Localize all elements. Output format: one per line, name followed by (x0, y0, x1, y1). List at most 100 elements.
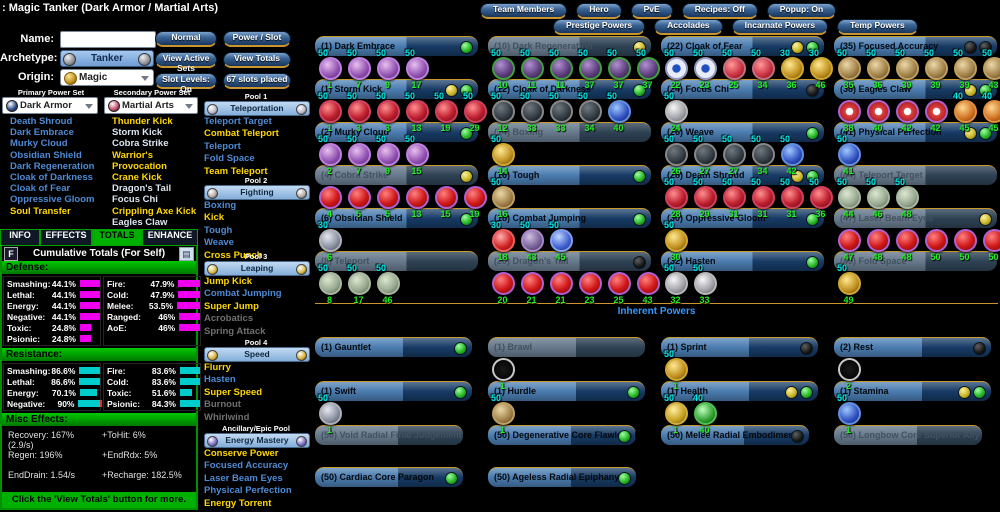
enhancement-icon-red[interactable] (694, 186, 717, 209)
enhancement-icon-red[interactable] (348, 100, 371, 123)
power-bar[interactable]: (50) Cardiac Core Paragon (315, 467, 463, 487)
pool-orb-icon[interactable] (296, 436, 307, 447)
pool-dropdown-leaping[interactable]: Leaping (204, 261, 310, 276)
enhancement-icon-blue[interactable] (608, 100, 631, 123)
enhancement-icon-steel[interactable] (319, 229, 342, 252)
power-bar[interactable]: (50) Void Radial Final Judgement (315, 425, 463, 445)
enhancement-icon-dark[interactable] (694, 143, 717, 166)
enhancement-icon-dark[interactable] (752, 143, 775, 166)
enhancement-icon-dkgreen[interactable] (492, 57, 515, 80)
powerset-item-thunder-kick[interactable]: Thunder Kick (112, 116, 173, 127)
enhancement-icon-gold[interactable] (665, 358, 688, 381)
top-button-recipes-off[interactable]: Recipes: Off (681, 3, 758, 19)
power-bar[interactable]: (4) Cobra Strike (315, 165, 478, 185)
pool-orb-icon[interactable] (207, 350, 218, 361)
enhancement-icon-star[interactable] (665, 402, 688, 425)
enhancement-icon-gold[interactable] (665, 229, 688, 252)
enhancement-icon-tan[interactable] (492, 402, 515, 425)
power-bar[interactable]: (50) Longbow Core Superior Ally (834, 425, 982, 445)
enhancement-icon-tan[interactable] (838, 57, 861, 80)
power-bar[interactable]: (30) Oppressive Gloom (661, 208, 824, 228)
power-bar[interactable]: (20) Dragon's Tail (488, 251, 651, 271)
powerset-item-dragon-s-tail[interactable]: Dragon's Tail (112, 183, 172, 195)
powerset-item-crippling-axe-kick[interactable]: Crippling Axe Kick (112, 205, 197, 217)
power-bar[interactable]: (18) Combat Jumping (488, 208, 651, 228)
pool-item-conserve-power[interactable]: Conserve Power (204, 448, 279, 459)
button-67-slots-placed[interactable]: 67 slots placed (223, 73, 291, 89)
enhancement-icon-orange[interactable] (954, 100, 977, 123)
pool-orb-icon[interactable] (296, 188, 307, 199)
tab-effects[interactable]: EFFECTS (40, 229, 92, 246)
enhancement-icon-dkgreen[interactable] (579, 57, 602, 80)
enhancement-icon-clock[interactable] (665, 100, 688, 123)
archetype-prev-button[interactable] (63, 53, 76, 66)
enhancement-icon-red[interactable] (464, 100, 487, 123)
enhancement-icon-dark[interactable] (665, 143, 688, 166)
pool-item-burnout[interactable]: Burnout (204, 399, 241, 411)
powerset-item-focus-chi[interactable]: Focus Chi (112, 194, 158, 206)
power-bar[interactable]: (35) Focused Accuracy (834, 36, 997, 56)
powerset-item-warrior-s-provocation[interactable]: Warrior's Provocation (112, 149, 167, 172)
pool-dropdown-teleportation[interactable]: Teleportation (204, 101, 310, 116)
enhancement-icon-mouth[interactable] (752, 57, 775, 80)
enhancement-icon-purple[interactable] (348, 57, 371, 80)
tab-enhance[interactable]: ENHANCE (142, 229, 198, 246)
enhancement-icon-red[interactable] (723, 186, 746, 209)
pool-item-tough[interactable]: Tough (204, 224, 233, 236)
enhancement-icon-dark[interactable] (492, 100, 515, 123)
pool-item-energy-torrent[interactable]: Energy Torrent (204, 497, 272, 509)
top-button-popup-on[interactable]: Popup: On (766, 3, 837, 19)
pool-orb-icon[interactable] (296, 350, 307, 361)
secondary-powerset-dropdown[interactable]: Martial Arts (104, 97, 198, 114)
pool-item-focused-accuracy[interactable]: Focused Accuracy (204, 460, 289, 472)
enhancement-icon-purple[interactable] (406, 57, 429, 80)
pool-orb-icon[interactable] (207, 264, 218, 275)
enhancement-icon-redp[interactable] (550, 272, 573, 295)
enhancement-icon-red[interactable] (319, 100, 342, 123)
power-bar[interactable]: (49) Fold Space (834, 251, 997, 271)
enhancement-icon-redp[interactable] (637, 272, 660, 295)
enhancement-icon-redp[interactable] (838, 229, 861, 252)
enhancement-icon-sage[interactable] (348, 272, 371, 295)
enhancement-icon-green[interactable] (694, 402, 717, 425)
pool-item-fold-space[interactable]: Fold Space (204, 153, 255, 165)
enhancement-icon-blue[interactable] (781, 143, 804, 166)
powerset-item-death-shroud[interactable]: Death Shroud (10, 116, 73, 127)
enhancement-icon-red[interactable] (781, 186, 804, 209)
power-bar[interactable]: (1) Health (661, 381, 818, 401)
tab-totals[interactable]: TOTALS (92, 229, 142, 246)
power-bar[interactable]: (1) Hurdle (488, 381, 645, 401)
powerset-item-obsidian-shield[interactable]: Obsidian Shield (10, 149, 82, 161)
power-bar[interactable]: (50) Melee Radial Embodiment (661, 425, 809, 445)
enhancement-icon-redp[interactable] (867, 229, 890, 252)
power-bar[interactable]: (8) Teleport (315, 251, 478, 271)
power-bar[interactable]: (14) Boxing (488, 122, 651, 142)
origin-select[interactable]: Magic (60, 69, 154, 86)
enhancement-icon-clock[interactable] (694, 272, 717, 295)
power-bar[interactable]: (12) Cloak of Darkness (488, 79, 651, 99)
power-bar[interactable]: (50) Degenerative Core Flawless Interf (488, 425, 636, 445)
enhancement-icon-redp[interactable] (348, 186, 371, 209)
powerset-item-dark-embrace[interactable]: Dark Embrace (10, 127, 74, 139)
enhancement-icon-redp[interactable] (406, 186, 429, 209)
enhancement-icon-redp[interactable] (608, 272, 631, 295)
pool-item-flurry[interactable]: Flurry (204, 362, 231, 373)
pool-item-teleport[interactable]: Teleport (204, 140, 241, 152)
enhancement-icon-redp[interactable] (377, 186, 400, 209)
enhancement-icon-purple[interactable] (377, 57, 400, 80)
pool-dropdown-energy-mastery[interactable]: Energy Mastery (204, 433, 310, 448)
power-bar[interactable]: (28) Death Shroud (661, 165, 824, 185)
enhancement-icon-redp[interactable] (925, 229, 948, 252)
pool-item-weave[interactable]: Weave (204, 237, 234, 249)
pool-orb-icon[interactable] (207, 436, 218, 447)
enhancement-icon-redp[interactable] (435, 186, 458, 209)
pool-item-physical-perfection[interactable]: Physical Perfection (204, 485, 292, 497)
power-bar[interactable]: (1) Swift (315, 381, 472, 401)
enhancement-icon-hecat[interactable] (925, 100, 948, 123)
enhancement-icon-bluedice[interactable] (550, 229, 573, 252)
enhancement-icon-hecat[interactable] (867, 100, 890, 123)
enhancement-icon-dkgreen[interactable] (637, 57, 660, 80)
pool-orb-icon[interactable] (207, 104, 218, 115)
pool-item-spring-attack[interactable]: Spring Attack (204, 325, 266, 337)
powerset-item-storm-kick[interactable]: Storm Kick (112, 127, 163, 139)
